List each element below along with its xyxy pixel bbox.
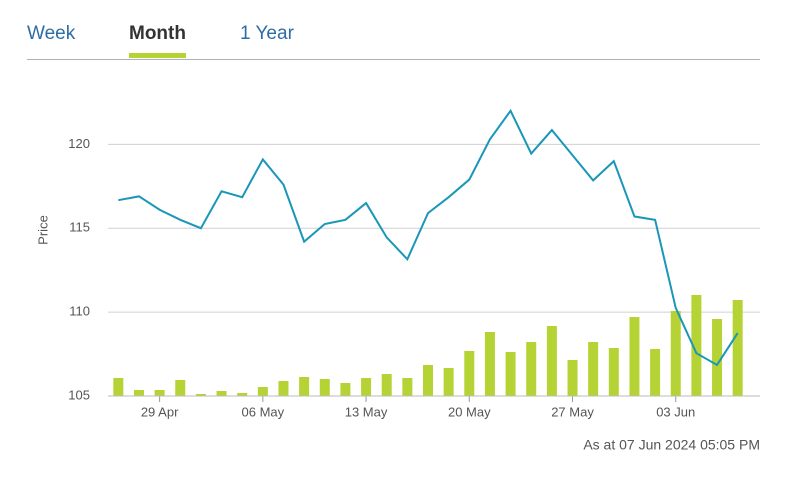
volume-bar	[257, 387, 268, 396]
volume-bar	[732, 300, 743, 396]
volume-bar	[567, 360, 578, 396]
volume-bar	[670, 311, 681, 396]
volume-bar	[216, 391, 227, 396]
y-tick-label: 115	[69, 220, 90, 235]
volume-bar	[175, 380, 186, 396]
volume-bar	[319, 379, 330, 396]
volume-bar	[278, 381, 289, 396]
price-line	[118, 108, 739, 367]
volume-bar	[402, 378, 413, 396]
tab[interactable]: 1 Year	[240, 23, 295, 44]
volume-bar	[691, 295, 702, 396]
x-tick-label: 29 Apr	[141, 404, 179, 419]
volume-bar	[546, 326, 557, 396]
x-tick-label: 20 May	[448, 404, 491, 419]
y-tick-label: 105	[68, 387, 90, 402]
volume-bar	[608, 348, 619, 396]
tab[interactable]: Week	[27, 23, 76, 44]
volume-bar	[154, 390, 165, 396]
volume-bar	[133, 390, 144, 396]
tab-underline	[129, 53, 186, 58]
volume-bar	[195, 394, 206, 396]
volume-bar	[443, 368, 454, 396]
tab[interactable]: Month	[129, 23, 186, 44]
y-tick-label: 110	[69, 304, 90, 319]
volume-bar	[505, 352, 516, 396]
volume-bar	[113, 378, 124, 396]
volume-bar	[526, 342, 537, 396]
volume-bar	[464, 351, 475, 396]
volume-bar	[423, 365, 433, 396]
y-axis-label: Price	[35, 215, 50, 245]
x-tick-label: 27 May	[551, 404, 594, 419]
volume-bar	[712, 319, 723, 396]
volume-bar	[237, 393, 248, 396]
x-tick-label: 06 May	[242, 404, 285, 419]
volume-bar	[340, 383, 351, 396]
volume-bar	[629, 317, 640, 396]
volume-bar	[381, 374, 392, 396]
y-tick-label: 120	[68, 136, 90, 151]
volume-bar	[484, 332, 495, 396]
volume-bar	[588, 342, 599, 396]
volume-bar	[361, 378, 372, 396]
footnote: As at 07 Jun 2024 05:05 PM	[583, 437, 760, 453]
x-tick-label: 03 Jun	[656, 404, 695, 419]
volume-bar	[299, 377, 310, 396]
x-tick-label: 13 May	[345, 404, 388, 419]
volume-bar	[650, 349, 661, 396]
